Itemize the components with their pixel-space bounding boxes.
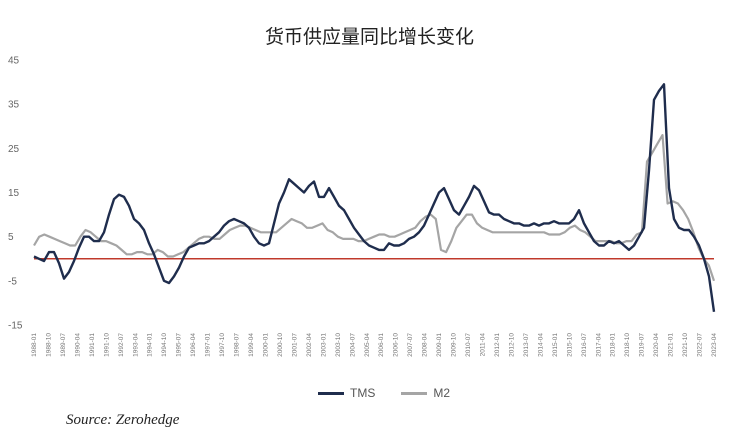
- x-tick-label: 2017-04: [595, 333, 602, 357]
- legend: TMS M2: [318, 386, 450, 400]
- x-tick-label: 1996-04: [190, 333, 197, 357]
- x-tick-label: 2000-10: [277, 333, 284, 357]
- x-tick-label: 1995-07: [176, 333, 183, 357]
- x-tick-label: 2000-01: [262, 333, 269, 357]
- x-tick-label: 1997-01: [205, 333, 212, 357]
- legend-label-tms: TMS: [350, 386, 376, 400]
- x-tick-label: 2015-01: [552, 333, 559, 357]
- series-layer: [33, 83, 716, 312]
- y-tick-label: -5: [8, 276, 17, 287]
- y-axis: 45 35 25 15 5 -5 -15: [8, 56, 23, 332]
- x-tick-label: 2021-01: [668, 333, 675, 357]
- x-tick-label: 2007-07: [407, 333, 414, 357]
- x-tick-label: 2018-10: [624, 333, 631, 357]
- series-line-m2: [33, 134, 716, 282]
- x-tick-label: 1997-10: [219, 333, 226, 357]
- x-tick-label: 2005-04: [364, 333, 371, 357]
- x-tick-label: 2006-01: [378, 333, 385, 357]
- legend-swatch-m2: [401, 391, 428, 395]
- x-tick-label: 2022-07: [697, 333, 704, 357]
- x-tick-label: 2016-07: [581, 333, 588, 357]
- legend-swatch-tms: [318, 391, 344, 395]
- x-tick-label: 2012-01: [494, 333, 501, 357]
- x-tick-label: 2008-04: [422, 333, 429, 357]
- chart-title: 货币供应量同比增长变化: [264, 26, 474, 48]
- x-tick-label: 2023-04: [711, 333, 718, 357]
- x-tick-label: 2011-04: [480, 333, 487, 357]
- x-tick-label: 2009-10: [451, 333, 458, 357]
- x-tick-label: 1998-07: [234, 333, 241, 357]
- legend-item-tms: TMS: [318, 386, 375, 400]
- x-tick-label: 1990-04: [74, 333, 81, 357]
- legend-label-m2: M2: [433, 386, 451, 400]
- x-tick-label: 2018-01: [610, 333, 617, 357]
- y-tick-label: 5: [8, 232, 14, 243]
- series-line-tms: [33, 83, 716, 312]
- x-tick-label: 1994-01: [147, 333, 154, 357]
- y-tick-label: 45: [8, 56, 20, 67]
- x-tick-label: 2020-04: [653, 333, 660, 357]
- x-tick-label: 2004-07: [349, 333, 356, 357]
- x-tick-label: 2015-10: [566, 333, 573, 357]
- x-tick-label: 1991-01: [89, 333, 96, 357]
- x-tick-label: 2014-04: [537, 333, 544, 357]
- x-tick-label: 1994-10: [161, 333, 168, 357]
- x-tick-label: 1992-07: [118, 333, 125, 357]
- x-axis: 1988-01 1988-10 1989-07 1990-04 1991-01 1991-…: [31, 333, 718, 357]
- x-tick-label: 1991-10: [103, 333, 110, 357]
- y-tick-label: 15: [8, 188, 20, 199]
- x-tick-label: 2010-07: [465, 333, 472, 357]
- y-tick-label: 25: [8, 144, 20, 155]
- x-tick-label: 2021-10: [682, 333, 689, 357]
- x-tick-label: 2003-10: [335, 333, 342, 357]
- x-tick-label: 1988-10: [45, 333, 52, 357]
- x-tick-label: 2009-01: [436, 333, 443, 357]
- x-tick-label: 2012-10: [508, 333, 515, 357]
- x-tick-label: 1993-04: [132, 333, 139, 357]
- source-note: Source: Zerohedge: [66, 412, 180, 428]
- x-tick-label: 2013-07: [523, 333, 530, 357]
- x-tick-label: 1999-04: [248, 333, 255, 357]
- x-tick-label: 1988-01: [31, 333, 38, 357]
- y-tick-label: -15: [8, 321, 23, 332]
- x-tick-label: 2019-07: [639, 333, 646, 357]
- y-tick-label: 35: [8, 100, 20, 111]
- x-tick-label: 2006-10: [393, 333, 400, 357]
- x-tick-label: 2003-01: [320, 333, 327, 357]
- x-tick-label: 1989-07: [60, 333, 67, 357]
- legend-item-m2: M2: [401, 386, 450, 400]
- x-tick-label: 2001-07: [291, 333, 298, 357]
- x-tick-label: 2002-04: [306, 333, 313, 357]
